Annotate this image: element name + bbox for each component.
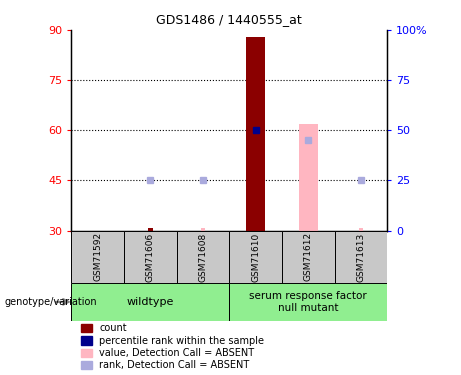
Bar [299, 124, 318, 231]
Bar [282, 231, 335, 283]
Bar [201, 228, 205, 231]
Bar [177, 231, 229, 283]
Text: GSM71612: GSM71612 [304, 232, 313, 281]
Text: wildtype: wildtype [127, 297, 174, 307]
Text: GSM71608: GSM71608 [199, 232, 207, 282]
Title: GDS1486 / 1440555_at: GDS1486 / 1440555_at [156, 13, 302, 26]
Bar [201, 228, 205, 231]
Text: serum response factor
null mutant: serum response factor null mutant [249, 291, 367, 313]
Bar [229, 231, 282, 283]
Text: GSM71606: GSM71606 [146, 232, 155, 282]
Text: rank, Detection Call = ABSENT: rank, Detection Call = ABSENT [99, 360, 249, 370]
Text: GSM71610: GSM71610 [251, 232, 260, 282]
Bar [359, 228, 363, 231]
Text: GSM71592: GSM71592 [93, 232, 102, 281]
Bar [124, 231, 177, 283]
Text: count: count [99, 323, 127, 333]
Text: value, Detection Call = ABSENT: value, Detection Call = ABSENT [99, 348, 254, 358]
Bar [71, 231, 124, 283]
Bar [359, 228, 363, 231]
Bar [335, 231, 387, 283]
Bar [306, 228, 310, 231]
Text: GSM71613: GSM71613 [356, 232, 366, 282]
Bar [229, 283, 387, 321]
Text: genotype/variation: genotype/variation [5, 297, 97, 307]
Bar [71, 283, 230, 321]
Bar [247, 37, 265, 231]
Text: percentile rank within the sample: percentile rank within the sample [99, 336, 264, 345]
Bar [148, 228, 153, 231]
